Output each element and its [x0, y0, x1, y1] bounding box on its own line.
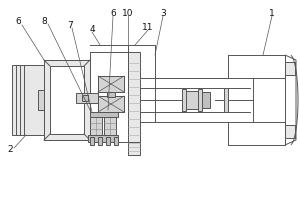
Bar — [128, 142, 140, 155]
Bar — [98, 137, 102, 145]
Bar — [90, 117, 102, 135]
Text: 10: 10 — [122, 9, 134, 19]
Bar — [50, 66, 84, 134]
Bar — [107, 92, 115, 97]
Bar — [82, 95, 88, 101]
Bar — [98, 76, 124, 92]
Text: 7: 7 — [67, 21, 73, 30]
Bar — [182, 89, 186, 111]
Text: 6: 6 — [15, 18, 21, 26]
Bar — [104, 117, 116, 135]
Bar — [198, 89, 202, 111]
Text: 3: 3 — [160, 9, 166, 19]
Bar — [106, 137, 110, 145]
Text: 6: 6 — [110, 9, 116, 19]
Bar — [224, 88, 228, 112]
Bar — [90, 137, 94, 145]
Bar — [98, 96, 124, 112]
Bar — [88, 135, 118, 142]
Text: 2: 2 — [7, 146, 13, 154]
Bar — [186, 91, 198, 109]
Bar — [44, 60, 90, 140]
Polygon shape — [285, 62, 295, 75]
Polygon shape — [285, 125, 295, 138]
Text: 1: 1 — [269, 9, 275, 19]
Bar — [98, 96, 124, 112]
Bar — [38, 90, 44, 110]
Bar — [202, 92, 210, 108]
Text: 8: 8 — [41, 18, 47, 26]
Bar — [128, 52, 140, 142]
Text: 11: 11 — [142, 23, 154, 32]
Bar — [98, 76, 124, 92]
Bar — [76, 93, 98, 103]
Bar — [12, 65, 44, 135]
Bar — [114, 137, 118, 145]
Text: 4: 4 — [89, 25, 95, 34]
Bar — [90, 112, 118, 117]
